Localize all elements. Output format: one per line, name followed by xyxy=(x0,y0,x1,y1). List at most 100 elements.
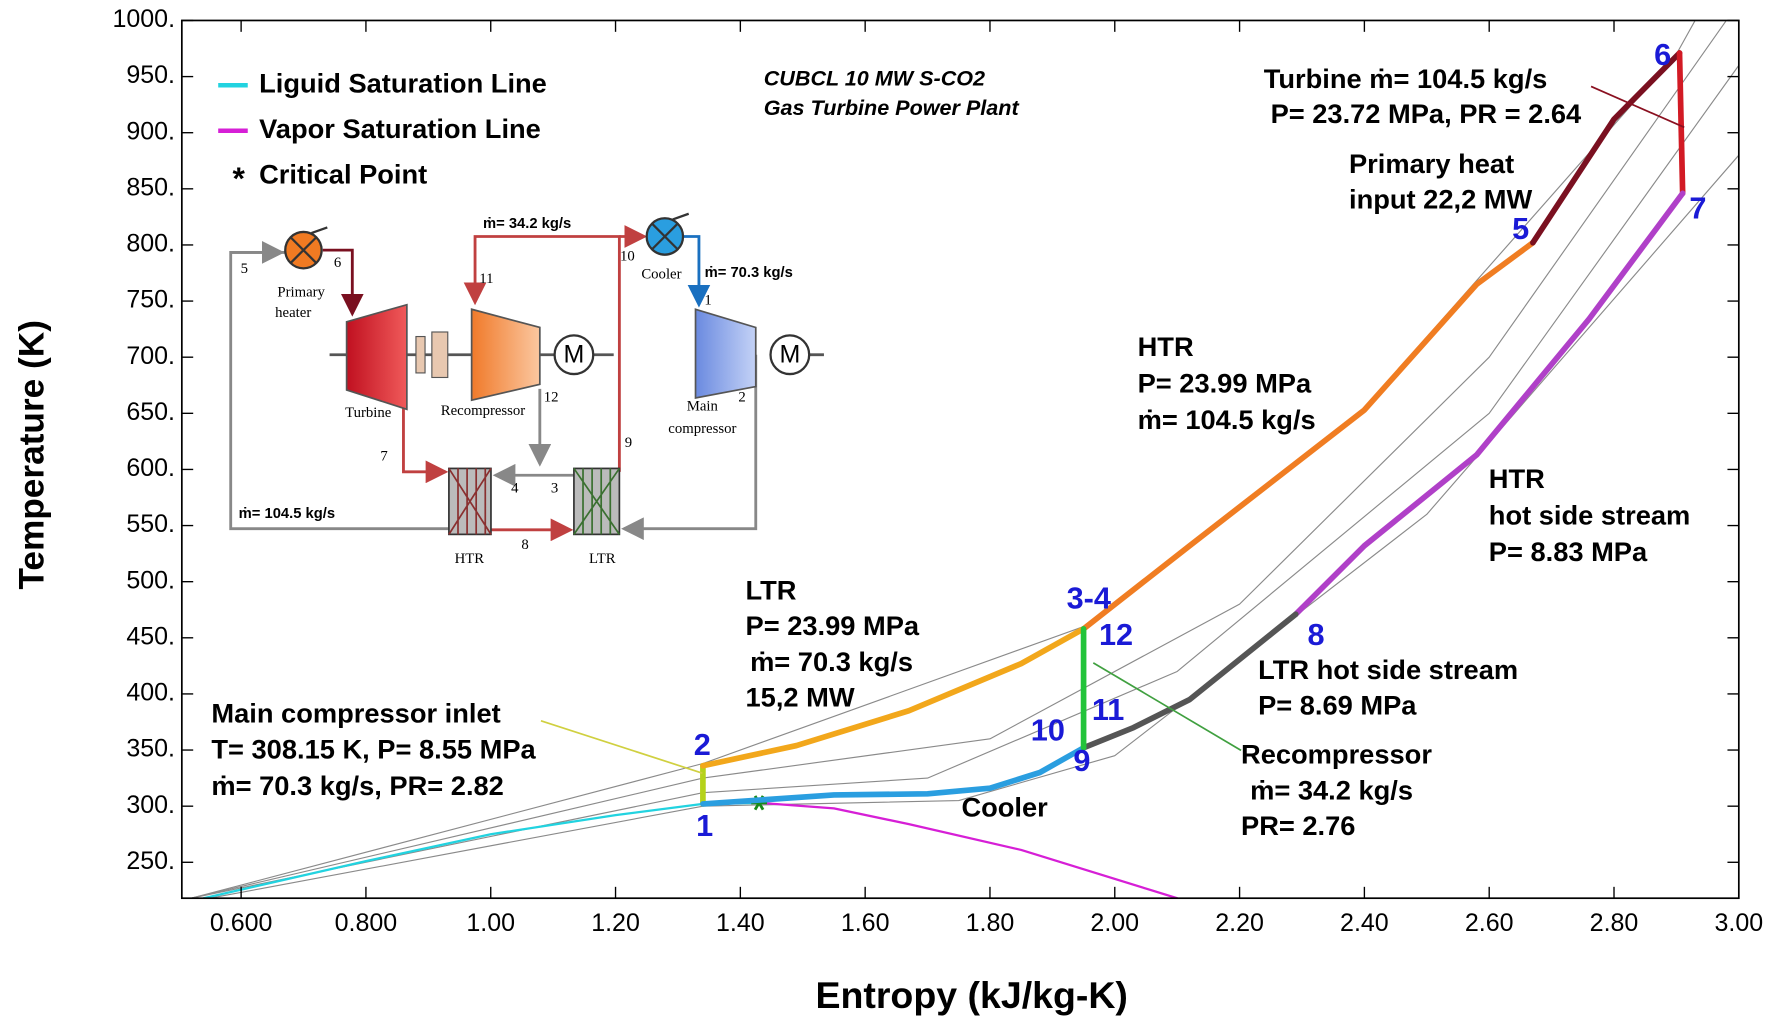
annotation: P= 8.83 MPa xyxy=(1489,536,1648,567)
state-label: 8 xyxy=(1308,617,1325,652)
y-tick-label: 900. xyxy=(126,117,175,145)
y-tick-label: 400. xyxy=(126,679,175,707)
y-tick-label: 850. xyxy=(126,173,175,201)
annotation: P= 8.69 MPa xyxy=(1258,689,1417,720)
cooler-icon xyxy=(651,212,690,250)
station-number: 7 xyxy=(380,448,387,464)
state-label: 1 xyxy=(696,808,713,843)
chart-title: Gas Turbine Power Plant xyxy=(764,95,1020,120)
y-tick-label: 600. xyxy=(126,454,175,482)
y-tick-label: 550. xyxy=(126,510,175,538)
plot-frame xyxy=(180,19,1740,900)
motor xyxy=(769,334,811,376)
annotation: Primary heat xyxy=(1349,148,1514,179)
station-number: 5 xyxy=(241,261,248,277)
process-line xyxy=(1080,239,1536,632)
annotation: HTR xyxy=(1489,463,1545,494)
component-label: Turbine xyxy=(345,405,392,421)
state-label: 12 xyxy=(1099,617,1133,652)
main-compressor xyxy=(694,308,757,399)
x-tick-label: 1.60 xyxy=(841,909,890,937)
process-line xyxy=(1292,190,1686,618)
annotation: Recompressor xyxy=(1241,738,1432,769)
motor-label: M xyxy=(779,340,800,368)
motor-label: M xyxy=(564,340,585,368)
pipe xyxy=(683,235,711,308)
annotation: Main compressor inlet xyxy=(211,697,500,728)
x-tick-label: 2.40 xyxy=(1340,909,1389,937)
component-label: Main xyxy=(687,398,719,414)
turbine xyxy=(345,303,408,411)
process-line xyxy=(1080,611,1299,751)
component-label: compressor xyxy=(668,421,736,437)
y-tick-label: 750. xyxy=(126,286,175,314)
legend-label: Critical Point xyxy=(259,158,427,189)
coupling xyxy=(415,335,426,374)
component-label: Recompressor xyxy=(441,403,526,419)
annotation: ṁ= 34.2 kg/s xyxy=(1250,775,1413,806)
y-tick-label: 650. xyxy=(126,398,175,426)
component-label: Primary xyxy=(277,285,325,301)
y-tick-label: 700. xyxy=(126,342,175,370)
x-tick-label: 2.60 xyxy=(1465,909,1514,937)
annotation: P= 23.99 MPa xyxy=(1138,368,1312,399)
heater-icon xyxy=(290,226,328,264)
x-tick-label: 0.800 xyxy=(335,909,398,937)
x-axis-label: Entropy (kJ/kg-K) xyxy=(815,974,1127,1016)
motor xyxy=(553,334,595,376)
annotation: 15,2 MW xyxy=(746,681,855,712)
leader-line xyxy=(1092,662,1242,752)
annotation: LTR xyxy=(746,575,797,606)
annotation: ṁ= 70.3 kg/s, PR= 2.82 xyxy=(211,770,503,801)
x-tick-label: 2.20 xyxy=(1215,909,1264,937)
y-tick-label: 350. xyxy=(126,735,175,763)
annotation: ṁ= 70.3 kg/s xyxy=(750,646,913,677)
station-number: 10 xyxy=(620,248,635,264)
pipe xyxy=(463,235,621,472)
y-tick-label: 1000. xyxy=(112,5,175,33)
legend-label: Liguid Saturation Line xyxy=(259,67,547,98)
annotation: input 22,2 MW xyxy=(1349,183,1533,214)
process-line xyxy=(1676,50,1686,197)
annotation: LTR hot side stream xyxy=(1258,654,1518,685)
flow-label: ṁ= 104.5 kg/s xyxy=(239,506,335,522)
y-axis-label: Temperature (K) xyxy=(12,320,51,589)
process-line xyxy=(700,625,1087,769)
station-number: 9 xyxy=(625,435,632,451)
chart-title: CUBCL 10 MW S-CO2 xyxy=(764,65,985,90)
station-number: 1 xyxy=(704,293,711,309)
leader-line xyxy=(540,720,703,774)
annotation: T= 308.15 K, P= 8.55 MPa xyxy=(211,734,536,765)
x-tick-label: 1.00 xyxy=(466,909,515,937)
x-tick-label: 1.20 xyxy=(591,909,640,937)
annotation: Cooler xyxy=(961,792,1048,823)
component-label: heater xyxy=(275,305,311,321)
annotation: P= 23.72 MPa, PR = 2.64 xyxy=(1271,98,1582,129)
station-number: 6 xyxy=(334,255,341,271)
y-tick-label: 500. xyxy=(126,566,175,594)
flow-label: ṁ= 70.3 kg/s xyxy=(705,265,793,281)
state-label: 6 xyxy=(1654,37,1671,72)
leader-line xyxy=(1590,85,1685,129)
station-number: 11 xyxy=(479,271,493,287)
state-label: 2 xyxy=(694,727,711,762)
station-number: 12 xyxy=(544,389,559,405)
pipe xyxy=(402,407,449,484)
cycle-diagram: Primary heater Turbine Recompressor Main comp… xyxy=(229,212,824,567)
station-number: 4 xyxy=(511,480,519,496)
x-tick-label: 1.80 xyxy=(966,909,1015,937)
state-label: 7 xyxy=(1689,190,1706,225)
y-tick-label: 800. xyxy=(126,230,175,258)
y-tick-label: 450. xyxy=(126,622,175,650)
pipe xyxy=(322,248,364,317)
station-number: 8 xyxy=(521,537,528,553)
component-label: Cooler xyxy=(641,267,681,283)
annotation: PR= 2.76 xyxy=(1241,810,1355,841)
annotation: Turbine ṁ= 104.5 kg/s xyxy=(1264,63,1548,94)
component-label: LTR xyxy=(589,551,616,567)
ltr-hatch xyxy=(573,467,621,535)
annotation: HTR xyxy=(1138,331,1194,362)
pipe xyxy=(229,250,449,531)
legend-label: Vapor Saturation Line xyxy=(259,113,541,144)
